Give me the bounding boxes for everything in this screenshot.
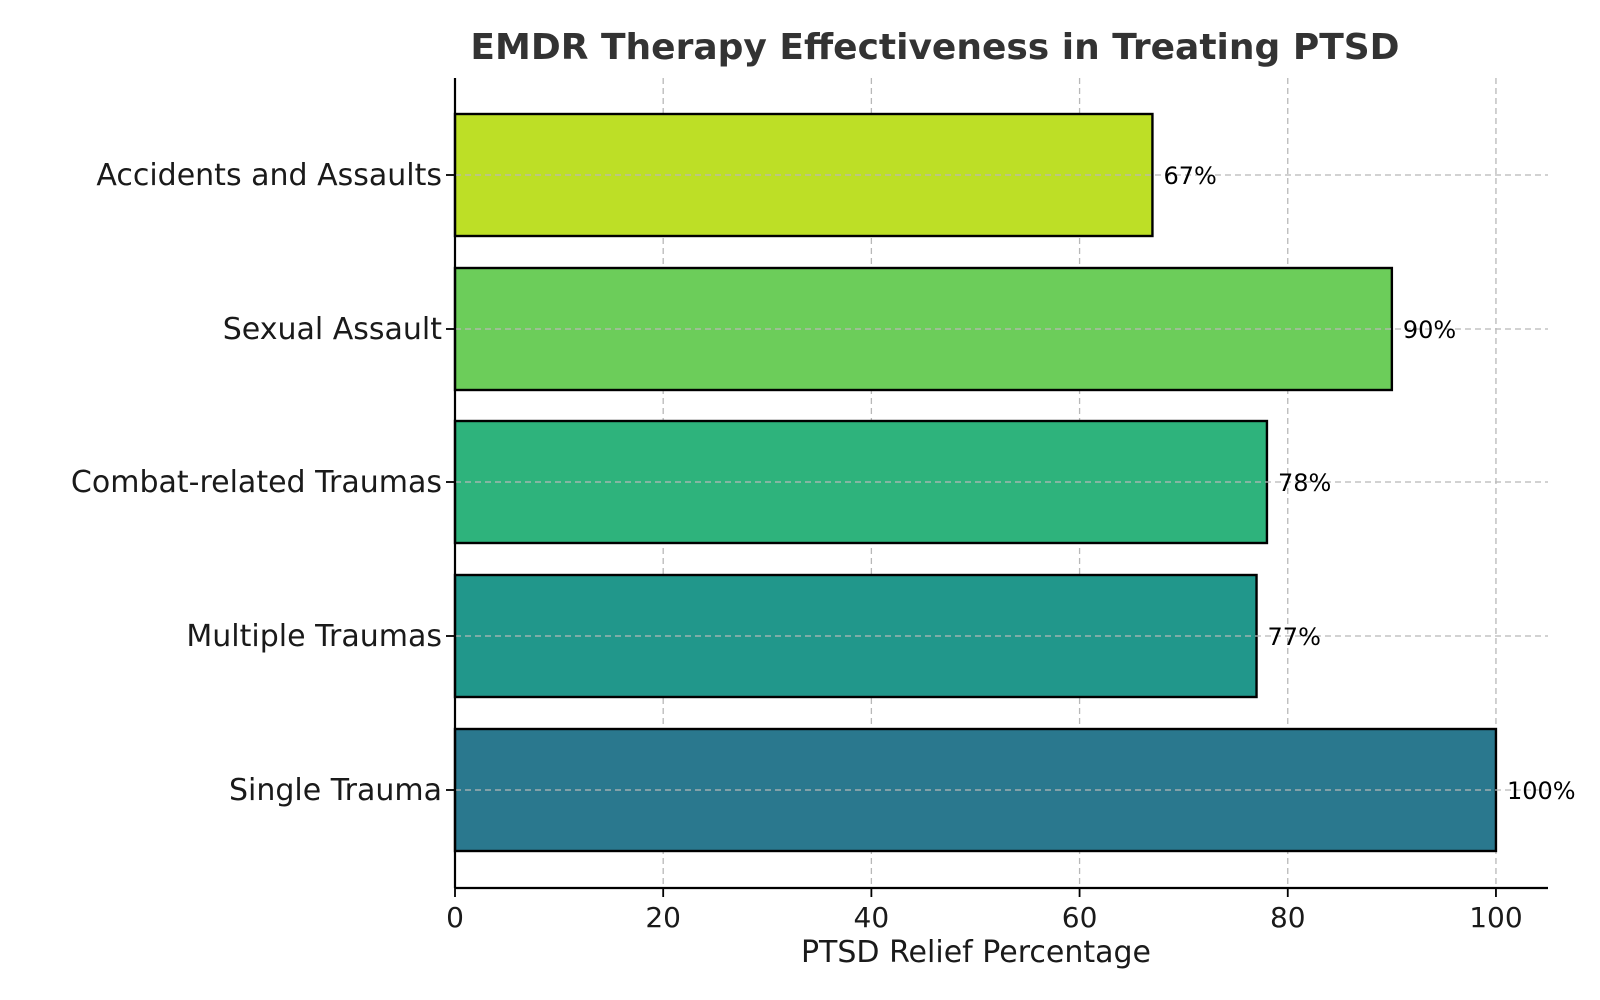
data-label: 90%	[1403, 316, 1456, 344]
chart-title: EMDR Therapy Effectiveness in Treating P…	[470, 27, 1399, 68]
data-label: 78%	[1278, 469, 1331, 497]
x-tick-label: 20	[645, 901, 681, 934]
x-axis-label: PTSD Relief Percentage	[801, 935, 1151, 970]
data-label: 100%	[1507, 777, 1576, 805]
category-label: Sexual Assault	[223, 312, 443, 347]
hgrid-layer	[455, 174, 1548, 791]
data-labels-layer: 100% 77% 78% 90% 67%	[1163, 162, 1575, 805]
category-label: Single Trauma	[229, 773, 442, 808]
x-tick-label: 100	[1469, 901, 1522, 934]
category-label: Combat-related Traumas	[71, 465, 442, 500]
x-tick-label: 80	[1270, 901, 1306, 934]
data-label: 77%	[1268, 623, 1321, 651]
x-tick-label: 60	[1062, 901, 1098, 934]
category-label: Multiple Traumas	[186, 619, 442, 654]
x-tick-label: 40	[854, 901, 890, 934]
category-label: Accidents and Assaults	[96, 158, 442, 193]
axes-layer: Single Trauma Multiple Traumas Combat-rela…	[71, 78, 1548, 934]
x-tick-label: 0	[446, 901, 464, 934]
data-label: 67%	[1163, 162, 1216, 190]
